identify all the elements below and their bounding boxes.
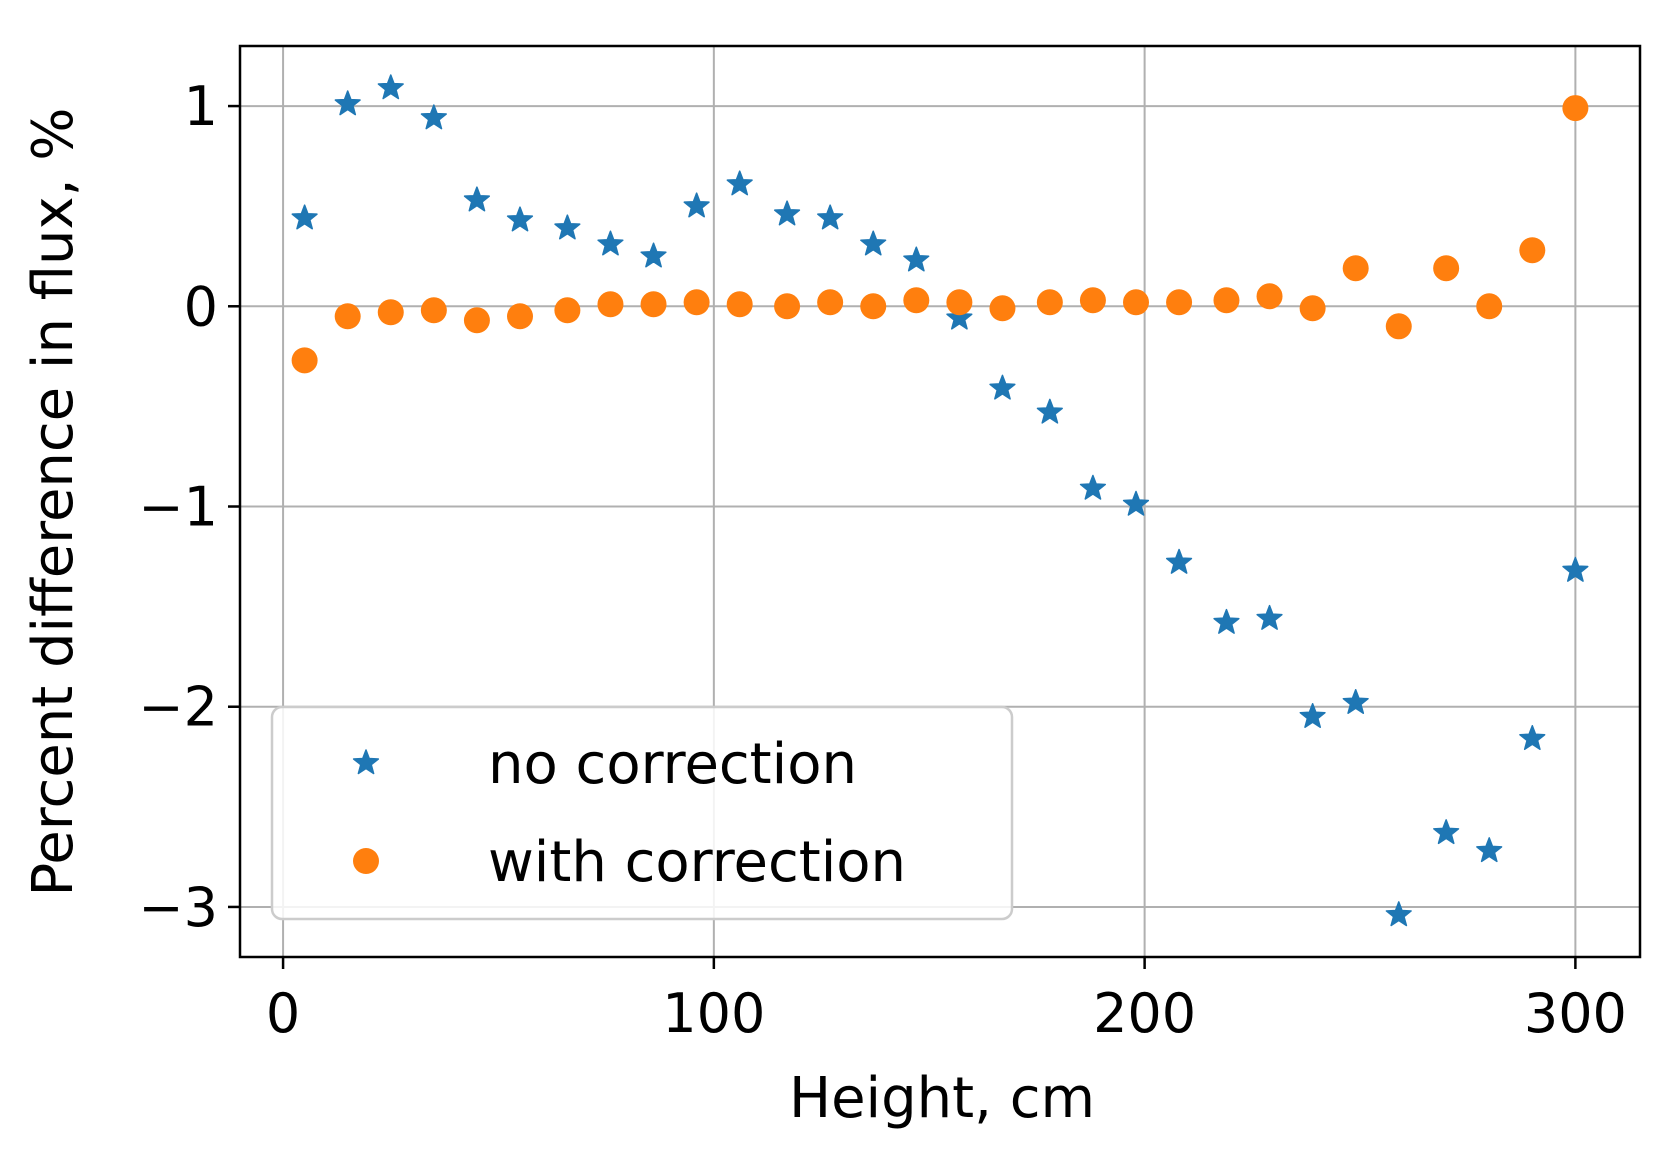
point-no-correction	[1213, 608, 1240, 634]
legend-marker-with-correction	[353, 848, 379, 874]
point-no-correction	[1562, 556, 1589, 582]
point-with-correction	[1476, 293, 1503, 320]
point-with-correction	[946, 289, 973, 316]
point-no-correction	[506, 206, 534, 232]
x-tick-label: 300	[1524, 982, 1627, 1045]
point-no-correction	[1036, 398, 1063, 424]
point-with-correction	[1433, 255, 1460, 282]
point-no-correction	[334, 90, 361, 116]
point-with-correction	[377, 299, 404, 326]
point-no-correction	[903, 246, 930, 272]
point-no-correction	[554, 214, 581, 240]
point-with-correction	[1519, 237, 1546, 264]
x-tick-label: 100	[662, 982, 765, 1045]
point-no-correction	[291, 204, 318, 230]
point-with-correction	[774, 293, 801, 320]
point-with-correction	[1385, 313, 1412, 340]
point-no-correction	[989, 374, 1016, 400]
y-tick-label: 1	[184, 75, 218, 138]
point-no-correction	[1079, 474, 1107, 500]
legend: no correction with correction	[270, 705, 1014, 921]
point-with-correction	[1036, 289, 1063, 316]
point-with-correction	[1562, 95, 1589, 122]
legend-label-with-correction: with correction	[488, 830, 906, 895]
point-with-correction	[817, 289, 844, 316]
plot-frame	[238, 44, 1642, 959]
point-with-correction	[463, 307, 490, 334]
point-with-correction	[1213, 287, 1240, 314]
point-with-correction	[903, 287, 930, 314]
x-tick-label: 0	[266, 982, 300, 1045]
x-tick-label: 200	[1093, 982, 1196, 1045]
point-with-correction	[726, 291, 753, 318]
x-axis-label: Height, cm	[789, 1066, 1095, 1131]
point-no-correction	[946, 304, 973, 330]
point-with-correction	[1256, 283, 1283, 310]
point-with-correction	[1299, 295, 1326, 322]
y-axis-label: Percent difference in flux, %	[21, 107, 86, 896]
point-no-correction	[640, 242, 667, 268]
point-no-correction	[420, 104, 447, 130]
point-no-correction	[817, 204, 844, 230]
point-with-correction	[1166, 289, 1193, 316]
point-with-correction	[640, 291, 667, 318]
point-no-correction	[1299, 702, 1326, 728]
point-no-correction	[683, 192, 710, 218]
point-no-correction	[1165, 548, 1193, 574]
legend-box	[270, 705, 1014, 921]
point-no-correction	[1385, 901, 1412, 927]
point-no-correction	[1256, 604, 1283, 630]
legend-marker-no-correction	[352, 749, 380, 775]
point-with-correction	[1123, 289, 1149, 316]
point-no-correction	[1433, 819, 1460, 845]
y-tick-label: −2	[138, 676, 218, 739]
point-no-correction	[1519, 725, 1546, 751]
point-no-correction	[1122, 490, 1150, 516]
y-tick-label: 0	[184, 275, 218, 338]
point-no-correction	[1342, 688, 1369, 714]
point-no-correction	[860, 230, 887, 256]
point-no-correction	[597, 230, 624, 256]
point-with-correction	[420, 297, 447, 324]
point-with-correction	[860, 293, 887, 320]
legend-label-no-correction: no correction	[488, 732, 857, 797]
point-no-correction	[726, 170, 753, 196]
data-points	[291, 74, 1589, 927]
point-with-correction	[507, 303, 533, 330]
point-with-correction	[597, 291, 624, 318]
point-with-correction	[554, 297, 581, 324]
axis-ticks: 0 100 200 300 1 0 −1 −2 −3	[138, 75, 1627, 1045]
point-with-correction	[683, 289, 710, 316]
point-no-correction	[1476, 837, 1503, 863]
point-with-correction	[989, 295, 1016, 322]
point-no-correction	[377, 74, 404, 100]
y-tick-label: −1	[138, 476, 218, 539]
y-tick-label: −3	[138, 876, 218, 939]
point-with-correction	[1079, 287, 1106, 314]
point-no-correction	[463, 186, 491, 212]
point-with-correction	[334, 303, 361, 330]
point-no-correction	[773, 200, 801, 226]
point-with-correction	[291, 347, 318, 374]
point-with-correction	[1342, 255, 1369, 282]
